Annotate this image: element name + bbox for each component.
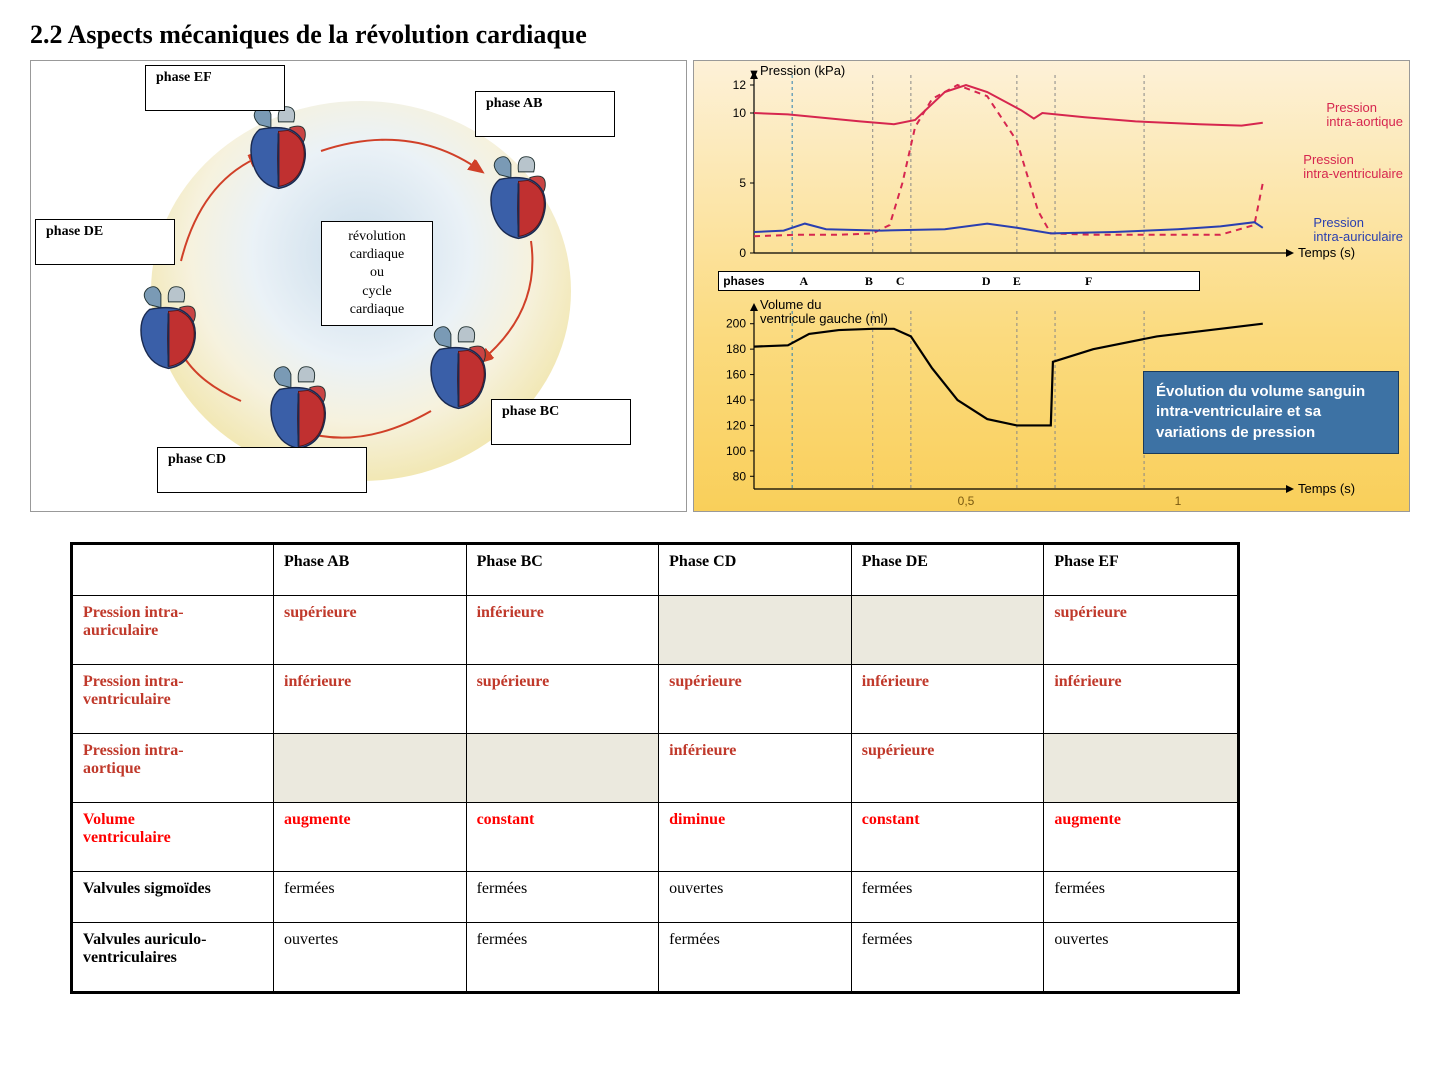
heart-illustration [121,281,211,371]
table-cell: inférieure [274,665,467,734]
center-label: révolutioncardiaqueoucyclecardiaque [321,221,433,326]
table-cell: fermées [1044,872,1239,923]
svg-text:200: 200 [726,317,746,331]
heart-illustration [251,361,341,451]
legend-auricular: Pressionintra-auriculaire [1313,216,1403,245]
table-cell: ouvertes [659,872,852,923]
heart-illustration [411,321,501,411]
phase-box-CD: phase CD [157,447,367,493]
table-row: Pression intra-aortique inférieuresupérie… [72,734,1239,803]
svg-text:0: 0 [740,246,747,260]
phase-letter: F [1085,274,1092,289]
svg-text:12: 12 [733,78,747,92]
table-cell: ouvertes [1044,923,1239,993]
summary-table: Phase ABPhase BCPhase CDPhase DEPhase EF… [70,542,1240,994]
table-cell: supérieure [851,734,1044,803]
table-cell [851,596,1044,665]
table-cell: inférieure [1044,665,1239,734]
table-col-header: Phase EF [1044,544,1239,596]
legend-ventricular: Pressionintra-ventriculaire [1303,153,1403,182]
table-cell: inférieure [851,665,1044,734]
svg-text:10: 10 [733,106,747,120]
svg-text:80: 80 [733,469,747,483]
table-cell: constant [851,803,1044,872]
phase-letter: E [1013,274,1021,289]
table-col-header: Phase AB [274,544,467,596]
row-header: Pression intra-ventriculaire [72,665,274,734]
svg-text:140: 140 [726,393,746,407]
row-header: Volumeventriculaire [72,803,274,872]
table-corner [72,544,274,596]
table-cell: augmente [274,803,467,872]
table-cell: fermées [466,923,659,993]
table-col-header: Phase BC [466,544,659,596]
svg-text:100: 100 [726,444,746,458]
phase-letter: A [800,274,809,289]
table-cell: ouvertes [274,923,467,993]
table-cell: supérieure [659,665,852,734]
info-box: Évolution du volume sanguin intra-ventri… [1143,371,1399,454]
svg-text:Pression (kPa): Pression (kPa) [760,63,845,78]
table-cell: fermées [851,923,1044,993]
table-cell: fermées [851,872,1044,923]
table-cell [274,734,467,803]
svg-text:160: 160 [726,368,746,382]
figures-row: phase EF phase AB phase DE phase BC phase CD… [30,60,1410,512]
cardiac-cycle-diagram: phase EF phase AB phase DE phase BC phase CD… [30,60,687,512]
row-header: Pression intra-aortique [72,734,274,803]
svg-text:Temps (s): Temps (s) [1298,245,1355,260]
table-cell [1044,734,1239,803]
svg-text:Temps (s): Temps (s) [1298,481,1355,496]
table-cell: fermées [659,923,852,993]
svg-text:Volume du: Volume du [760,297,821,312]
table-row: Pression intra-auriculairesupérieureinfé… [72,596,1239,665]
pressure-volume-charts: 0 5 10 12 Pression (kPa) Temps (s) Pressionin… [693,60,1410,512]
table-col-header: Phase DE [851,544,1044,596]
table-row: Valvules auriculo-ventriculairesouvertes… [72,923,1239,993]
table-cell [466,734,659,803]
phases-label: phases [719,274,768,288]
phase-box-AB: phase AB [475,91,615,137]
phases-bar: phases A B C D E F [718,271,1200,291]
phase-letter: B [865,274,873,289]
table-col-header: Phase CD [659,544,852,596]
table-cell: inférieure [659,734,852,803]
table-row: Valvules sigmoïdesferméesferméesouvertes… [72,872,1239,923]
table-cell: supérieure [1044,596,1239,665]
heart-illustration [471,151,561,241]
svg-text:180: 180 [726,342,746,356]
table-cell: inférieure [466,596,659,665]
table-cell: fermées [274,872,467,923]
table-row: Pression intra-ventriculaireinférieuresu… [72,665,1239,734]
phase-letter: D [982,274,991,289]
svg-text:120: 120 [726,418,746,432]
table-cell: supérieure [274,596,467,665]
heart-illustration [231,101,321,191]
phase-box-BC: phase BC [491,399,631,445]
table-cell [659,596,852,665]
table-cell: augmente [1044,803,1239,872]
row-header: Valvules auriculo-ventriculaires [72,923,274,993]
phase-box-EF: phase EF [145,65,285,111]
row-header: Valvules sigmoïdes [72,872,274,923]
svg-text:0,5: 0,5 [958,494,975,508]
phase-letter: C [896,274,905,289]
table-cell: supérieure [466,665,659,734]
table-cell: fermées [466,872,659,923]
table-row: Volumeventriculaireaugmenteconstantdimin… [72,803,1239,872]
svg-text:5: 5 [740,176,747,190]
svg-text:ventricule gauche (ml): ventricule gauche (ml) [760,311,888,326]
row-header: Pression intra-auriculaire [72,596,274,665]
legend-aortic: Pressionintra-aortique [1326,101,1403,130]
page-title: 2.2 Aspects mécaniques de la révolution … [30,20,1410,50]
table-cell: constant [466,803,659,872]
table-cell: diminue [659,803,852,872]
phase-box-DE: phase DE [35,219,175,265]
svg-text:1: 1 [1175,494,1182,508]
